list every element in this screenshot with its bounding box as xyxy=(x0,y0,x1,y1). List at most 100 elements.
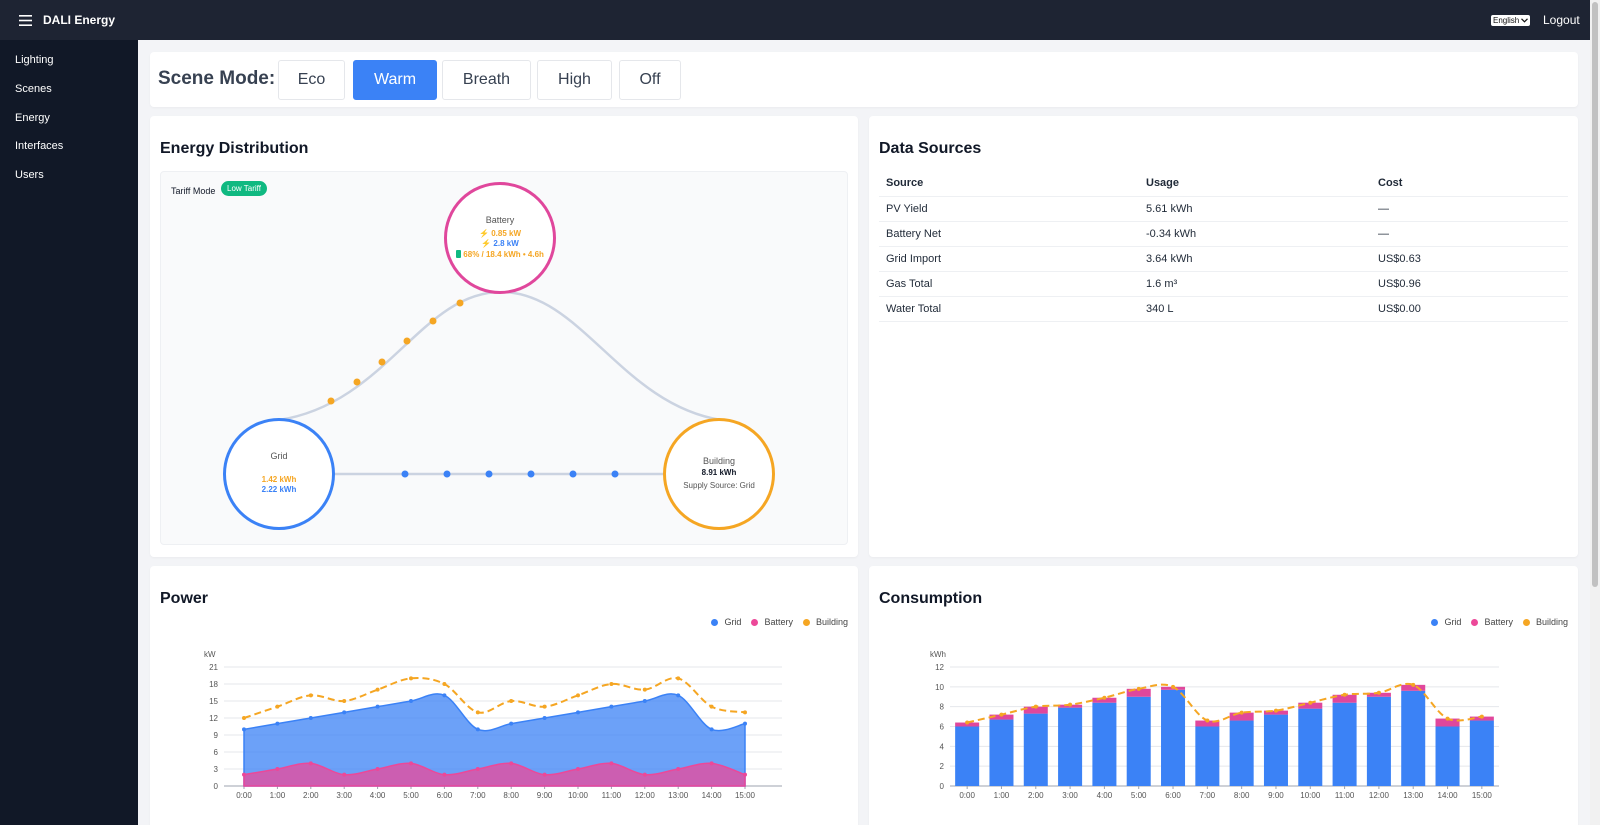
tariff-badge: Low Tariff xyxy=(221,181,267,196)
bar-grid xyxy=(1332,702,1357,786)
data-point-grid xyxy=(409,699,413,703)
consumption-legend: Grid Battery Building xyxy=(1431,617,1568,627)
x-tick-label: 8:00 xyxy=(1234,791,1250,800)
legend-item-battery[interactable]: Battery xyxy=(1471,617,1513,627)
y-tick-label: 12 xyxy=(209,714,218,723)
data-point-building xyxy=(999,712,1004,717)
legend-item-building[interactable]: Building xyxy=(1522,617,1568,627)
building-node[interactable]: Building 8.91 kWh Supply Source: Grid xyxy=(663,418,775,530)
data-point-grid xyxy=(375,704,380,709)
building-node-label: Building xyxy=(702,456,736,466)
legend-item-grid[interactable]: Grid xyxy=(1431,617,1461,627)
y-tick-label: 8 xyxy=(940,703,945,712)
cost-cell: US$0.96 xyxy=(1371,271,1568,297)
top-bar: DALI Energy xyxy=(0,0,1590,40)
usage-cell: 3.64 kWh xyxy=(1139,246,1371,272)
x-tick-label: 10:00 xyxy=(1300,791,1321,800)
x-tick-label: 6:00 xyxy=(1165,791,1181,800)
x-tick-label: 10:00 xyxy=(568,791,589,800)
x-tick-label: 4:00 xyxy=(1097,791,1113,800)
logout-link[interactable]: Logout xyxy=(1543,13,1580,27)
data-point-building xyxy=(743,710,747,715)
x-tick-label: 7:00 xyxy=(470,791,486,800)
x-tick-label: 14:00 xyxy=(702,791,723,800)
x-tick-label: 15:00 xyxy=(1472,791,1493,800)
source-cell: PV Yield xyxy=(879,196,1139,222)
legend-item-grid[interactable]: Grid xyxy=(711,617,741,627)
data-point-building xyxy=(542,704,547,709)
y-tick-label: 18 xyxy=(209,680,218,689)
data-point-grid xyxy=(509,721,514,726)
battery-node[interactable]: Battery ⚡ 0.85 kW ⚡ 2.8 kW 68% / 18.4 kW… xyxy=(444,182,556,294)
bar-grid xyxy=(1469,720,1494,786)
data-point-building xyxy=(242,716,246,720)
sidebar-item-scenes[interactable]: Scenes xyxy=(15,83,52,95)
power-card: Power Grid Battery Building 0 3 6 9 12 15 18 21… xyxy=(150,566,858,825)
data-point-building xyxy=(342,699,347,703)
scene-eco-button[interactable]: Eco xyxy=(278,60,345,100)
energy-distribution-title: Energy Distribution xyxy=(160,140,309,157)
x-tick-label: 3:00 xyxy=(1062,791,1078,800)
data-point-building xyxy=(1239,710,1244,715)
scene-mode-label: Scene Mode: xyxy=(158,68,276,89)
bar-battery xyxy=(1332,694,1357,703)
bar-grid xyxy=(1298,708,1323,786)
data-point-battery xyxy=(576,767,580,771)
bar-grid xyxy=(1435,726,1460,786)
legend-dot-grid xyxy=(1431,618,1439,626)
data-point-battery xyxy=(242,772,246,777)
data-point-battery xyxy=(743,772,747,777)
data-point-grid xyxy=(676,693,681,698)
x-tick-label: 14:00 xyxy=(1438,791,1459,800)
usage-cell: 1.6 m³ xyxy=(1139,271,1371,297)
legend-item-battery[interactable]: Battery xyxy=(751,617,793,627)
sidebar-item-energy[interactable]: Energy xyxy=(15,112,50,124)
y-tick-label: 10 xyxy=(935,683,944,692)
scene-off-button[interactable]: Off xyxy=(619,60,681,100)
series-area-grid xyxy=(243,693,746,787)
x-tick-label: 1:00 xyxy=(994,791,1010,800)
legend-dot-grid xyxy=(711,618,719,626)
data-point-building xyxy=(576,693,580,698)
data-point-building xyxy=(1411,682,1416,687)
battery-state-value: 68% / 18.4 kWh • 4.6h xyxy=(447,250,553,259)
sidebar-item-interfaces[interactable]: Interfaces xyxy=(15,140,64,152)
data-point-building xyxy=(1205,718,1210,723)
chevron-down-icon xyxy=(1521,18,1529,23)
table-row: Battery Net -0.34 kWh — xyxy=(879,221,1568,247)
grid-node[interactable]: Grid 1.42 kWh 2.22 kWh xyxy=(223,418,335,530)
y-tick-label: 12 xyxy=(935,663,944,672)
data-point-grid xyxy=(242,727,246,732)
bar-grid xyxy=(1126,696,1151,786)
sidebar-item-users[interactable]: Users xyxy=(15,169,44,181)
data-point-building xyxy=(1171,684,1176,689)
language-select[interactable]: English xyxy=(1491,15,1531,26)
sidebar-item-lighting[interactable]: Lighting xyxy=(15,54,54,66)
bar-battery xyxy=(1092,697,1117,703)
bar-grid xyxy=(1195,726,1220,786)
table-row: Gas Total 1.6 m³ US$0.96 xyxy=(879,271,1568,297)
data-point-building xyxy=(442,682,447,686)
cost-cell: — xyxy=(1371,196,1568,222)
data-point-building xyxy=(1273,708,1278,713)
scrollbar-thumb[interactable] xyxy=(1592,2,1598,587)
consumption-title: Consumption xyxy=(879,590,983,607)
y-tick-label: 6 xyxy=(940,723,945,732)
power-chart[interactable]: 0 3 6 9 12 15 18 21 kW 0:00 1:00 2:00 3:00 4:00 5:00 6:… xyxy=(150,566,858,825)
consumption-chart[interactable]: 0 2 4 6 8 10 12 kWh 0:00 1:00 2:00 3:00 4:00 5:00 6:00… xyxy=(869,566,1578,825)
hamburger-menu-icon[interactable] xyxy=(14,0,36,40)
scene-breath-button[interactable]: Breath xyxy=(442,60,531,100)
bar-grid xyxy=(1058,707,1083,786)
scene-high-button[interactable]: High xyxy=(537,60,612,100)
scene-mode-card: Scene Mode: Eco Warm Breath High Off xyxy=(150,52,1578,107)
bar-battery xyxy=(1195,720,1220,727)
scene-warm-button[interactable]: Warm xyxy=(353,60,437,100)
discharge-icon: ⚡ xyxy=(481,239,492,248)
data-point-building xyxy=(1376,690,1381,695)
bar-battery xyxy=(1023,706,1048,714)
x-tick-label: 13:00 xyxy=(1403,791,1424,800)
battery-discharge-value: ⚡ 2.8 kW xyxy=(481,239,519,248)
legend-dot-building xyxy=(802,618,810,626)
legend-item-building[interactable]: Building xyxy=(802,617,848,627)
bar-grid xyxy=(1401,690,1426,786)
